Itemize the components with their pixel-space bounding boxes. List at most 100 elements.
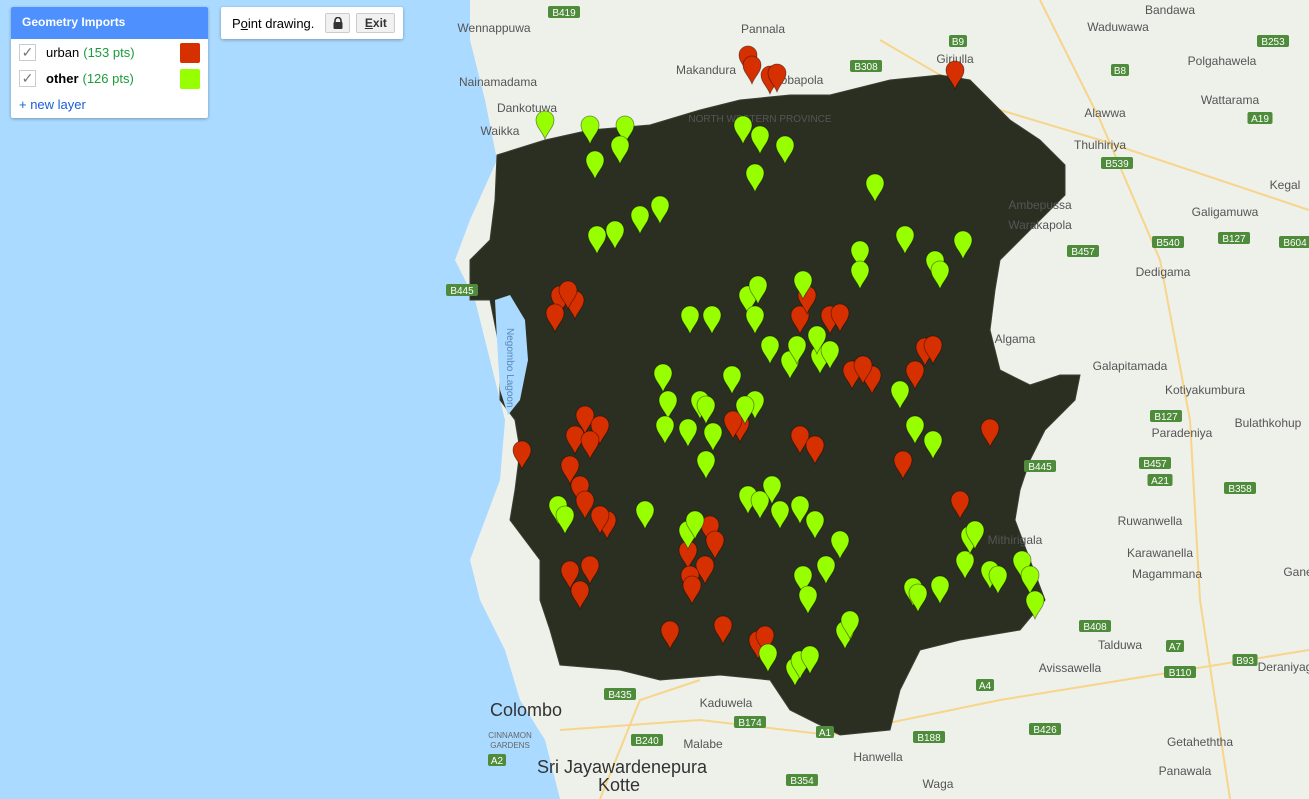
urban-point-marker[interactable] bbox=[905, 360, 925, 391]
other-point-marker[interactable] bbox=[905, 415, 925, 446]
layer-color-swatch[interactable] bbox=[180, 43, 200, 63]
panel-title[interactable]: Geometry Imports bbox=[11, 7, 208, 39]
other-point-marker[interactable] bbox=[587, 225, 607, 256]
other-point-marker[interactable] bbox=[750, 490, 770, 521]
other-point-marker[interactable] bbox=[678, 418, 698, 449]
other-point-marker[interactable] bbox=[1025, 590, 1045, 621]
other-point-marker[interactable] bbox=[703, 422, 723, 453]
other-point-marker[interactable] bbox=[840, 610, 860, 641]
other-point-marker[interactable] bbox=[930, 260, 950, 291]
other-point-marker[interactable] bbox=[930, 575, 950, 606]
other-point-marker[interactable] bbox=[787, 335, 807, 366]
other-point-marker[interactable] bbox=[680, 305, 700, 336]
other-point-marker[interactable] bbox=[988, 565, 1008, 596]
other-point-marker[interactable] bbox=[790, 495, 810, 526]
other-point-marker[interactable] bbox=[610, 135, 630, 166]
urban-point-marker[interactable] bbox=[575, 490, 595, 521]
other-point-marker[interactable] bbox=[696, 450, 716, 481]
other-point-marker[interactable] bbox=[850, 240, 870, 271]
other-point-marker[interactable] bbox=[615, 115, 635, 146]
urban-point-marker[interactable] bbox=[558, 280, 578, 311]
other-point-marker[interactable] bbox=[955, 550, 975, 581]
other-point-marker[interactable] bbox=[908, 583, 928, 614]
other-point-marker[interactable] bbox=[890, 380, 910, 411]
urban-point-marker[interactable] bbox=[560, 560, 580, 591]
other-point-marker[interactable] bbox=[535, 110, 555, 141]
other-point-marker[interactable] bbox=[760, 335, 780, 366]
other-point-marker[interactable] bbox=[758, 643, 778, 674]
other-point-marker[interactable] bbox=[953, 230, 973, 261]
urban-point-marker[interactable] bbox=[805, 435, 825, 466]
other-point-marker[interactable] bbox=[865, 173, 885, 204]
other-point-marker[interactable] bbox=[793, 270, 813, 301]
other-point-marker[interactable] bbox=[895, 225, 915, 256]
other-point-marker[interactable] bbox=[830, 530, 850, 561]
other-point-marker[interactable] bbox=[793, 565, 813, 596]
urban-point-marker[interactable] bbox=[923, 335, 943, 366]
other-point-marker[interactable] bbox=[653, 363, 673, 394]
other-point-marker[interactable] bbox=[1020, 565, 1040, 596]
urban-point-marker[interactable] bbox=[742, 55, 762, 86]
other-point-marker[interactable] bbox=[850, 260, 870, 291]
urban-point-marker[interactable] bbox=[682, 575, 702, 606]
urban-point-marker[interactable] bbox=[893, 450, 913, 481]
other-point-marker[interactable] bbox=[733, 115, 753, 146]
layer-other-checkbox[interactable]: ✓ bbox=[19, 69, 36, 87]
other-point-marker[interactable] bbox=[702, 305, 722, 336]
other-point-marker[interactable] bbox=[650, 195, 670, 226]
other-point-marker[interactable] bbox=[750, 125, 770, 156]
urban-point-marker[interactable] bbox=[945, 60, 965, 91]
layer-other[interactable]: ✓ other (126 pts) bbox=[11, 65, 208, 91]
urban-point-marker[interactable] bbox=[755, 625, 775, 656]
urban-point-marker[interactable] bbox=[512, 440, 532, 471]
urban-point-marker[interactable] bbox=[570, 580, 590, 611]
other-point-marker[interactable] bbox=[635, 500, 655, 531]
other-point-marker[interactable] bbox=[820, 340, 840, 371]
other-point-marker[interactable] bbox=[696, 395, 716, 426]
other-point-marker[interactable] bbox=[770, 500, 790, 531]
lock-button[interactable] bbox=[325, 13, 351, 33]
other-point-marker[interactable] bbox=[775, 135, 795, 166]
other-point-marker[interactable] bbox=[585, 150, 605, 181]
other-point-marker[interactable] bbox=[923, 430, 943, 461]
other-point-marker[interactable] bbox=[748, 275, 768, 306]
urban-point-marker[interactable] bbox=[767, 63, 787, 94]
other-point-marker[interactable] bbox=[555, 505, 575, 536]
other-point-marker[interactable] bbox=[798, 585, 818, 616]
other-point-marker[interactable] bbox=[816, 555, 836, 586]
other-point-marker[interactable] bbox=[800, 645, 820, 676]
urban-point-marker[interactable] bbox=[950, 490, 970, 521]
layer-urban[interactable]: ✓ urban (153 pts) bbox=[11, 39, 208, 65]
urban-point-marker[interactable] bbox=[980, 418, 1000, 449]
other-point-marker[interactable] bbox=[685, 510, 705, 541]
other-point-marker[interactable] bbox=[658, 390, 678, 421]
other-point-marker[interactable] bbox=[745, 305, 765, 336]
urban-point-marker[interactable] bbox=[705, 530, 725, 561]
other-point-marker[interactable] bbox=[805, 510, 825, 541]
urban-point-marker[interactable] bbox=[723, 410, 743, 441]
other-point-marker[interactable] bbox=[735, 395, 755, 426]
other-point-marker[interactable] bbox=[762, 475, 782, 506]
urban-point-marker[interactable] bbox=[580, 430, 600, 461]
layer-color-swatch[interactable] bbox=[180, 69, 200, 89]
layer-urban-checkbox[interactable]: ✓ bbox=[19, 43, 36, 61]
urban-point-marker[interactable] bbox=[660, 620, 680, 651]
other-point-marker[interactable] bbox=[807, 325, 827, 356]
urban-point-marker[interactable] bbox=[853, 355, 873, 386]
other-point-marker[interactable] bbox=[965, 520, 985, 551]
urban-point-marker[interactable] bbox=[830, 303, 850, 334]
other-point-marker[interactable] bbox=[745, 163, 765, 194]
urban-point-marker[interactable] bbox=[545, 303, 565, 334]
urban-point-marker[interactable] bbox=[713, 615, 733, 646]
other-point-marker[interactable] bbox=[630, 205, 650, 236]
urban-point-marker[interactable] bbox=[590, 505, 610, 536]
urban-point-marker[interactable] bbox=[580, 555, 600, 586]
other-point-marker[interactable] bbox=[605, 220, 625, 251]
urban-point-marker[interactable] bbox=[560, 455, 580, 486]
other-point-marker[interactable] bbox=[722, 365, 742, 396]
urban-point-marker[interactable] bbox=[790, 305, 810, 336]
other-point-marker[interactable] bbox=[655, 415, 675, 446]
new-layer-link[interactable]: + new layer bbox=[19, 97, 86, 112]
